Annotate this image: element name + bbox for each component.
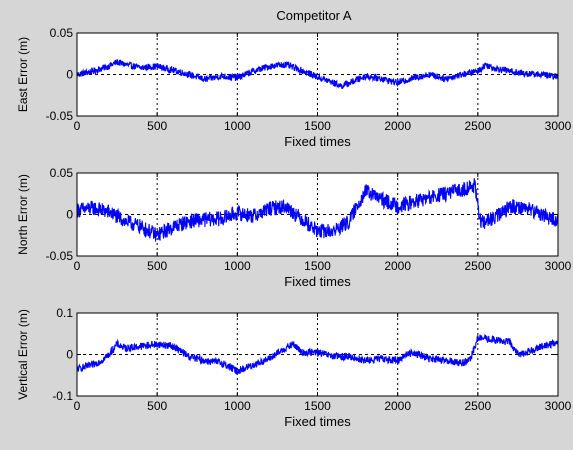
x-tick-label: 1500 (304, 119, 331, 133)
x-tick-label: 1000 (224, 399, 251, 413)
x-tick-label: 3000 (545, 399, 572, 413)
plot-east-error: 0 500 1000 1500 2000 2500 3000-0.0500.05Fixed … (16, 26, 572, 149)
y-tick-label: -0.05 (46, 249, 74, 263)
y-tick-label: 0.05 (50, 166, 74, 180)
y-tick-label: 0.05 (50, 26, 74, 40)
x-tick-label: 1000 (224, 119, 251, 133)
x-tick-label: 2500 (464, 399, 491, 413)
x-tick-label: 500 (147, 119, 167, 133)
y-tick-label: 0 (66, 208, 73, 222)
x-axis-label: Fixed times (284, 414, 351, 429)
y-tick-label: 0 (66, 68, 73, 82)
y-axis-label: Vertical Error (m) (16, 309, 30, 400)
x-tick-label: 500 (147, 259, 167, 273)
x-tick-label: 0 (74, 119, 81, 133)
series-line (76, 333, 559, 376)
x-tick-label: 3000 (545, 259, 572, 273)
chart-title: Competitor A (276, 8, 351, 23)
series-line (76, 59, 559, 89)
x-axis-label: Fixed times (284, 134, 351, 149)
x-tick-label: 0 (74, 399, 81, 413)
x-tick-label: 1000 (224, 259, 251, 273)
x-tick-label: 1500 (304, 259, 331, 273)
y-tick-label: 0.1 (56, 306, 73, 320)
x-tick-label: 2500 (464, 119, 491, 133)
y-tick-label: -0.05 (46, 109, 74, 123)
x-tick-label: 1500 (304, 399, 331, 413)
x-tick-label: 2000 (384, 119, 411, 133)
y-tick-label: 0 (66, 348, 73, 362)
y-tick-label: -0.1 (52, 389, 73, 403)
x-tick-label: 0 (74, 259, 81, 273)
y-axis-label: North Error (m) (16, 174, 30, 255)
plot-north-error: 0 500 1000 1500 2000 2500 3000-0.0500.05Fixed … (16, 166, 572, 289)
x-tick-label: 2500 (464, 259, 491, 273)
y-axis-label: East Error (m) (16, 37, 30, 112)
x-tick-label: 2000 (384, 259, 411, 273)
series-line (76, 178, 559, 242)
x-tick-label: 3000 (545, 119, 572, 133)
x-axis-label: Fixed times (284, 274, 351, 289)
x-tick-label: 500 (147, 399, 167, 413)
x-tick-label: 2000 (384, 399, 411, 413)
